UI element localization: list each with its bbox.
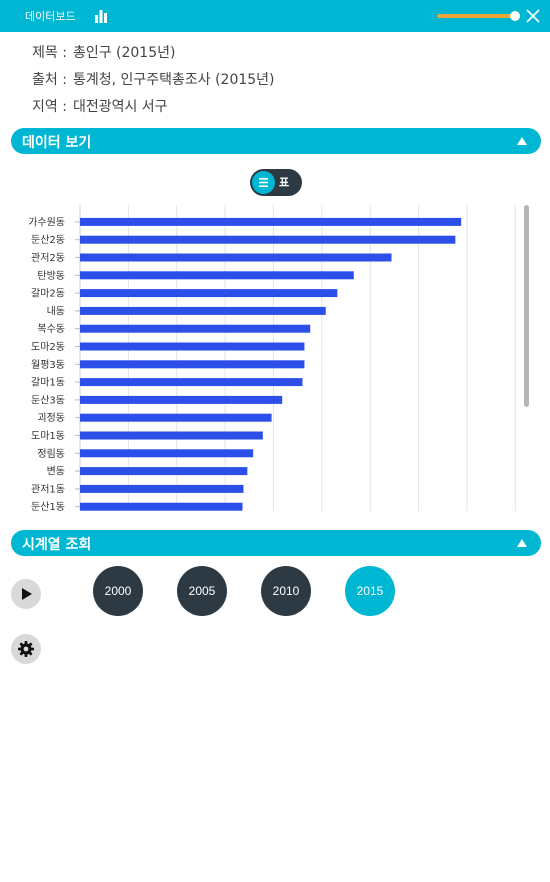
meta-source: 출처 : 통계청, 인구주택총조사 (2015년) [32, 69, 281, 89]
category-label: 관저2동 [31, 252, 65, 264]
collapse-up-icon[interactable] [517, 538, 527, 548]
bar-복수동[interactable] [80, 324, 311, 333]
category-label: 둔산3동 [31, 394, 65, 406]
bar-둔산1동[interactable] [80, 502, 243, 511]
category-label: 둔산1동 [31, 501, 65, 511]
bar-관저1동[interactable] [80, 484, 244, 493]
chart-scrollbar[interactable] [524, 205, 529, 407]
close-icon[interactable] [525, 8, 541, 24]
meta-title: 제목 : 총인구 (2015년) [32, 42, 181, 62]
year-button-2000[interactable]: 2000 [93, 566, 143, 616]
category-label: 갈마1동 [31, 376, 65, 389]
category-label: 괴정동 [37, 412, 65, 424]
collapse-up-icon[interactable] [517, 136, 527, 146]
slider-knob[interactable] [510, 11, 520, 21]
category-label: 복수동 [37, 323, 65, 335]
chart-table-toggle[interactable]: 표 [250, 169, 302, 196]
timeseries-header[interactable]: 시계열 조회 [11, 530, 541, 556]
bar-변동[interactable] [80, 467, 248, 476]
bar-정림동[interactable] [80, 449, 254, 458]
bar-chart-icon[interactable] [94, 9, 108, 23]
bar-도마1동[interactable] [80, 431, 263, 440]
opacity-slider[interactable] [437, 11, 520, 21]
category-label: 도마1동 [31, 430, 65, 442]
play-button[interactable] [11, 579, 41, 609]
timeseries-label: 시계열 조회 [22, 537, 92, 553]
top-bar: 데이터보드 [0, 0, 550, 32]
category-label: 둔산2동 [31, 234, 65, 246]
bar-갈마2동[interactable] [80, 289, 338, 298]
category-label: 월평3동 [31, 359, 65, 371]
table-view-option[interactable]: 표 [279, 176, 290, 189]
category-label: 정림동 [37, 448, 65, 460]
category-label: 탄방동 [37, 270, 65, 282]
bar-관저2동[interactable] [80, 253, 392, 262]
app-title: 데이터보드 [25, 10, 76, 23]
meta-title-value: 총인구 (2015년) [72, 45, 176, 61]
category-label: 도마2동 [31, 341, 65, 353]
bar-갈마1동[interactable] [80, 378, 303, 387]
meta-region-label: 지역 : [32, 99, 67, 115]
slider-track [437, 14, 515, 18]
bar-둔산3동[interactable] [80, 395, 283, 404]
bar-내동[interactable] [80, 306, 326, 315]
category-label: 변동 [47, 466, 65, 478]
category-label: 가수원동 [28, 216, 65, 228]
bar-둔산2동[interactable] [80, 235, 456, 244]
category-label: 내동 [47, 305, 65, 317]
year-button-2005[interactable]: 2005 [177, 566, 227, 616]
list-icon [259, 178, 268, 187]
category-label: 관저1동 [31, 483, 65, 495]
category-label: 갈마2동 [31, 287, 65, 300]
bar-괴정동[interactable] [80, 413, 272, 422]
data-view-header[interactable]: 데이터 보기 [11, 128, 541, 154]
meta-region: 지역 : 대전광역시 서구 [32, 96, 174, 116]
meta-source-label: 출처 : [32, 72, 67, 88]
data-view-label: 데이터 보기 [22, 135, 92, 151]
meta-title-label: 제목 : [32, 45, 67, 61]
bar-chart-svg: 가수원동둔산2동관저2동탄방동갈마2동내동복수동도마2동월평3동갈마1동둔산3동… [28, 205, 516, 511]
settings-button[interactable] [11, 634, 41, 664]
year-button-2015[interactable]: 2015 [345, 566, 395, 616]
year-button-2010[interactable]: 2010 [261, 566, 311, 616]
bar-도마2동[interactable] [80, 342, 305, 351]
play-icon [22, 588, 32, 600]
meta-source-value: 통계청, 인구주택총조사 (2015년) [72, 72, 275, 88]
chart-view-option[interactable] [252, 171, 275, 194]
bar-월평3동[interactable] [80, 360, 305, 369]
bar-탄방동[interactable] [80, 271, 354, 280]
gear-icon [18, 641, 34, 657]
bar-가수원동[interactable] [80, 217, 462, 226]
meta-region-value: 대전광역시 서구 [72, 99, 168, 115]
